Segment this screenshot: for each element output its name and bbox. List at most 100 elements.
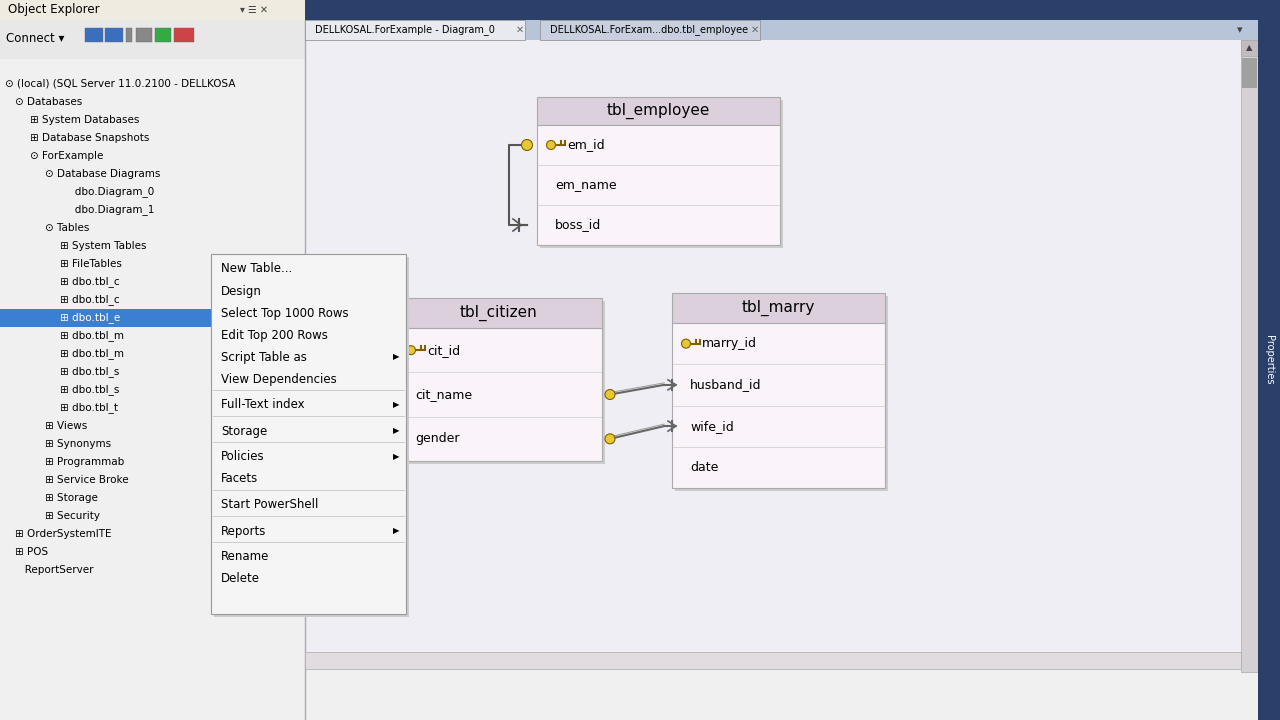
Bar: [538, 97, 780, 125]
Bar: [1242, 58, 1257, 88]
Bar: [84, 28, 102, 42]
Circle shape: [547, 140, 556, 150]
Text: dbo.Diagram_1: dbo.Diagram_1: [65, 204, 155, 215]
Text: ⊞ FileTables: ⊞ FileTables: [60, 259, 122, 269]
Bar: [305, 0, 1258, 20]
Text: dbo.Diagram_0: dbo.Diagram_0: [65, 186, 155, 197]
Text: Select Top 1000 Rows: Select Top 1000 Rows: [221, 307, 348, 320]
Text: ⊞ dbo.tbl_s: ⊞ dbo.tbl_s: [60, 366, 119, 377]
Bar: [1258, 0, 1280, 720]
Text: ▶: ▶: [393, 353, 399, 361]
Bar: [1242, 40, 1258, 56]
Text: Design: Design: [221, 284, 262, 297]
Text: ⊞ System Tables: ⊞ System Tables: [60, 241, 146, 251]
Text: cit_id: cit_id: [428, 343, 460, 356]
Text: ⊙ (local) (SQL Server 11.0.2100 - DELLKOSA: ⊙ (local) (SQL Server 11.0.2100 - DELLKO…: [5, 79, 236, 89]
Text: marry_id: marry_id: [701, 337, 756, 350]
Text: Reports: Reports: [221, 524, 266, 538]
Bar: [136, 28, 152, 42]
Bar: [305, 652, 1242, 669]
Bar: [305, 40, 1258, 672]
Text: ⊞ Storage: ⊞ Storage: [45, 493, 97, 503]
Text: ▶: ▶: [393, 526, 399, 536]
Bar: [1242, 40, 1258, 672]
Text: em_name: em_name: [556, 179, 617, 192]
Text: ⊞ Database Snapshots: ⊞ Database Snapshots: [29, 133, 150, 143]
Bar: [538, 125, 780, 245]
Text: ⊙ Databases: ⊙ Databases: [15, 97, 82, 107]
Bar: [672, 293, 884, 323]
Bar: [0, 309, 305, 327]
Text: Start PowerShell: Start PowerShell: [221, 498, 319, 511]
Text: husband_id: husband_id: [690, 379, 762, 392]
Text: ⊞ dbo.tbl_s: ⊞ dbo.tbl_s: [60, 384, 119, 395]
Bar: [105, 28, 123, 42]
Text: ⊙ ForExample: ⊙ ForExample: [29, 151, 104, 161]
Text: ⊞ POS: ⊞ POS: [15, 547, 49, 557]
Bar: [540, 20, 760, 40]
Bar: [211, 254, 406, 614]
Text: ReportServer: ReportServer: [15, 565, 93, 575]
Text: Rename: Rename: [221, 551, 269, 564]
Bar: [399, 301, 605, 464]
Text: Facets: Facets: [221, 472, 259, 485]
Text: ⊙ Database Diagrams: ⊙ Database Diagrams: [45, 169, 160, 179]
Text: ▾ ☰ ✕: ▾ ☰ ✕: [241, 5, 268, 15]
Text: ⊞ Views: ⊞ Views: [45, 421, 87, 431]
Text: ⊞ dbo.tbl_t: ⊞ dbo.tbl_t: [60, 402, 118, 413]
Text: Connect ▾: Connect ▾: [6, 32, 64, 45]
Text: ▾: ▾: [1238, 25, 1243, 35]
Circle shape: [521, 140, 532, 150]
Text: tbl_citizen: tbl_citizen: [460, 305, 538, 321]
Text: Full-Text index: Full-Text index: [221, 398, 305, 412]
Text: cit_name: cit_name: [415, 388, 472, 401]
Text: ⊞ Security: ⊞ Security: [45, 511, 100, 521]
Circle shape: [681, 339, 690, 348]
Text: DELLKOSAL.ForExam...dbo.tbl_employee: DELLKOSAL.ForExam...dbo.tbl_employee: [550, 24, 748, 35]
Text: ⊞ Synonyms: ⊞ Synonyms: [45, 439, 111, 449]
Text: ⊞ Service Broke: ⊞ Service Broke: [45, 475, 128, 485]
Bar: [675, 296, 888, 491]
Text: Delete: Delete: [221, 572, 260, 585]
Bar: [672, 323, 884, 488]
Text: tbl_marry: tbl_marry: [741, 300, 814, 316]
Text: date: date: [690, 461, 718, 474]
Text: ✕: ✕: [751, 25, 759, 35]
Bar: [155, 28, 172, 42]
Circle shape: [605, 434, 614, 444]
Bar: [305, 20, 1258, 40]
Text: Edit Top 200 Rows: Edit Top 200 Rows: [221, 328, 328, 341]
Text: DELLKOSAL.ForExample - Diagram_0: DELLKOSAL.ForExample - Diagram_0: [315, 24, 495, 35]
Text: em_id: em_id: [567, 138, 604, 151]
Text: Properties: Properties: [1265, 336, 1274, 384]
Bar: [214, 257, 410, 617]
Text: ⊞ dbo.tbl_c: ⊞ dbo.tbl_c: [60, 276, 119, 287]
Text: ⊞ dbo.tbl_c: ⊞ dbo.tbl_c: [60, 294, 119, 305]
Text: ⊞ System Databases: ⊞ System Databases: [29, 115, 140, 125]
Circle shape: [407, 346, 416, 355]
Text: ⊞ OrderSystemITE: ⊞ OrderSystemITE: [15, 529, 111, 539]
Bar: [0, 0, 305, 20]
Text: gender: gender: [415, 432, 460, 446]
Text: ▶: ▶: [393, 452, 399, 462]
Text: wife_id: wife_id: [690, 420, 733, 433]
Text: ✕: ✕: [516, 25, 524, 35]
Text: ▶: ▶: [393, 400, 399, 410]
Text: View Dependencies: View Dependencies: [221, 372, 337, 385]
Text: ▶: ▶: [393, 426, 399, 436]
Text: ⊞ dbo.tbl_m: ⊞ dbo.tbl_m: [60, 330, 124, 341]
Text: Object Explorer: Object Explorer: [8, 4, 100, 17]
Bar: [0, 20, 305, 59]
Bar: [305, 20, 525, 40]
Text: ⊞ dbo.tbl_m: ⊞ dbo.tbl_m: [60, 348, 124, 359]
Bar: [397, 328, 602, 461]
Text: ⊞ Programmab: ⊞ Programmab: [45, 457, 124, 467]
Text: tbl_employee: tbl_employee: [607, 103, 709, 119]
Bar: [174, 28, 195, 42]
Text: ⊞ dbo.tbl_e: ⊞ dbo.tbl_e: [60, 312, 120, 323]
Bar: [125, 28, 132, 42]
Text: New Table...: New Table...: [221, 263, 292, 276]
Circle shape: [605, 390, 614, 400]
Text: ▲: ▲: [1245, 43, 1252, 53]
Bar: [397, 298, 602, 328]
